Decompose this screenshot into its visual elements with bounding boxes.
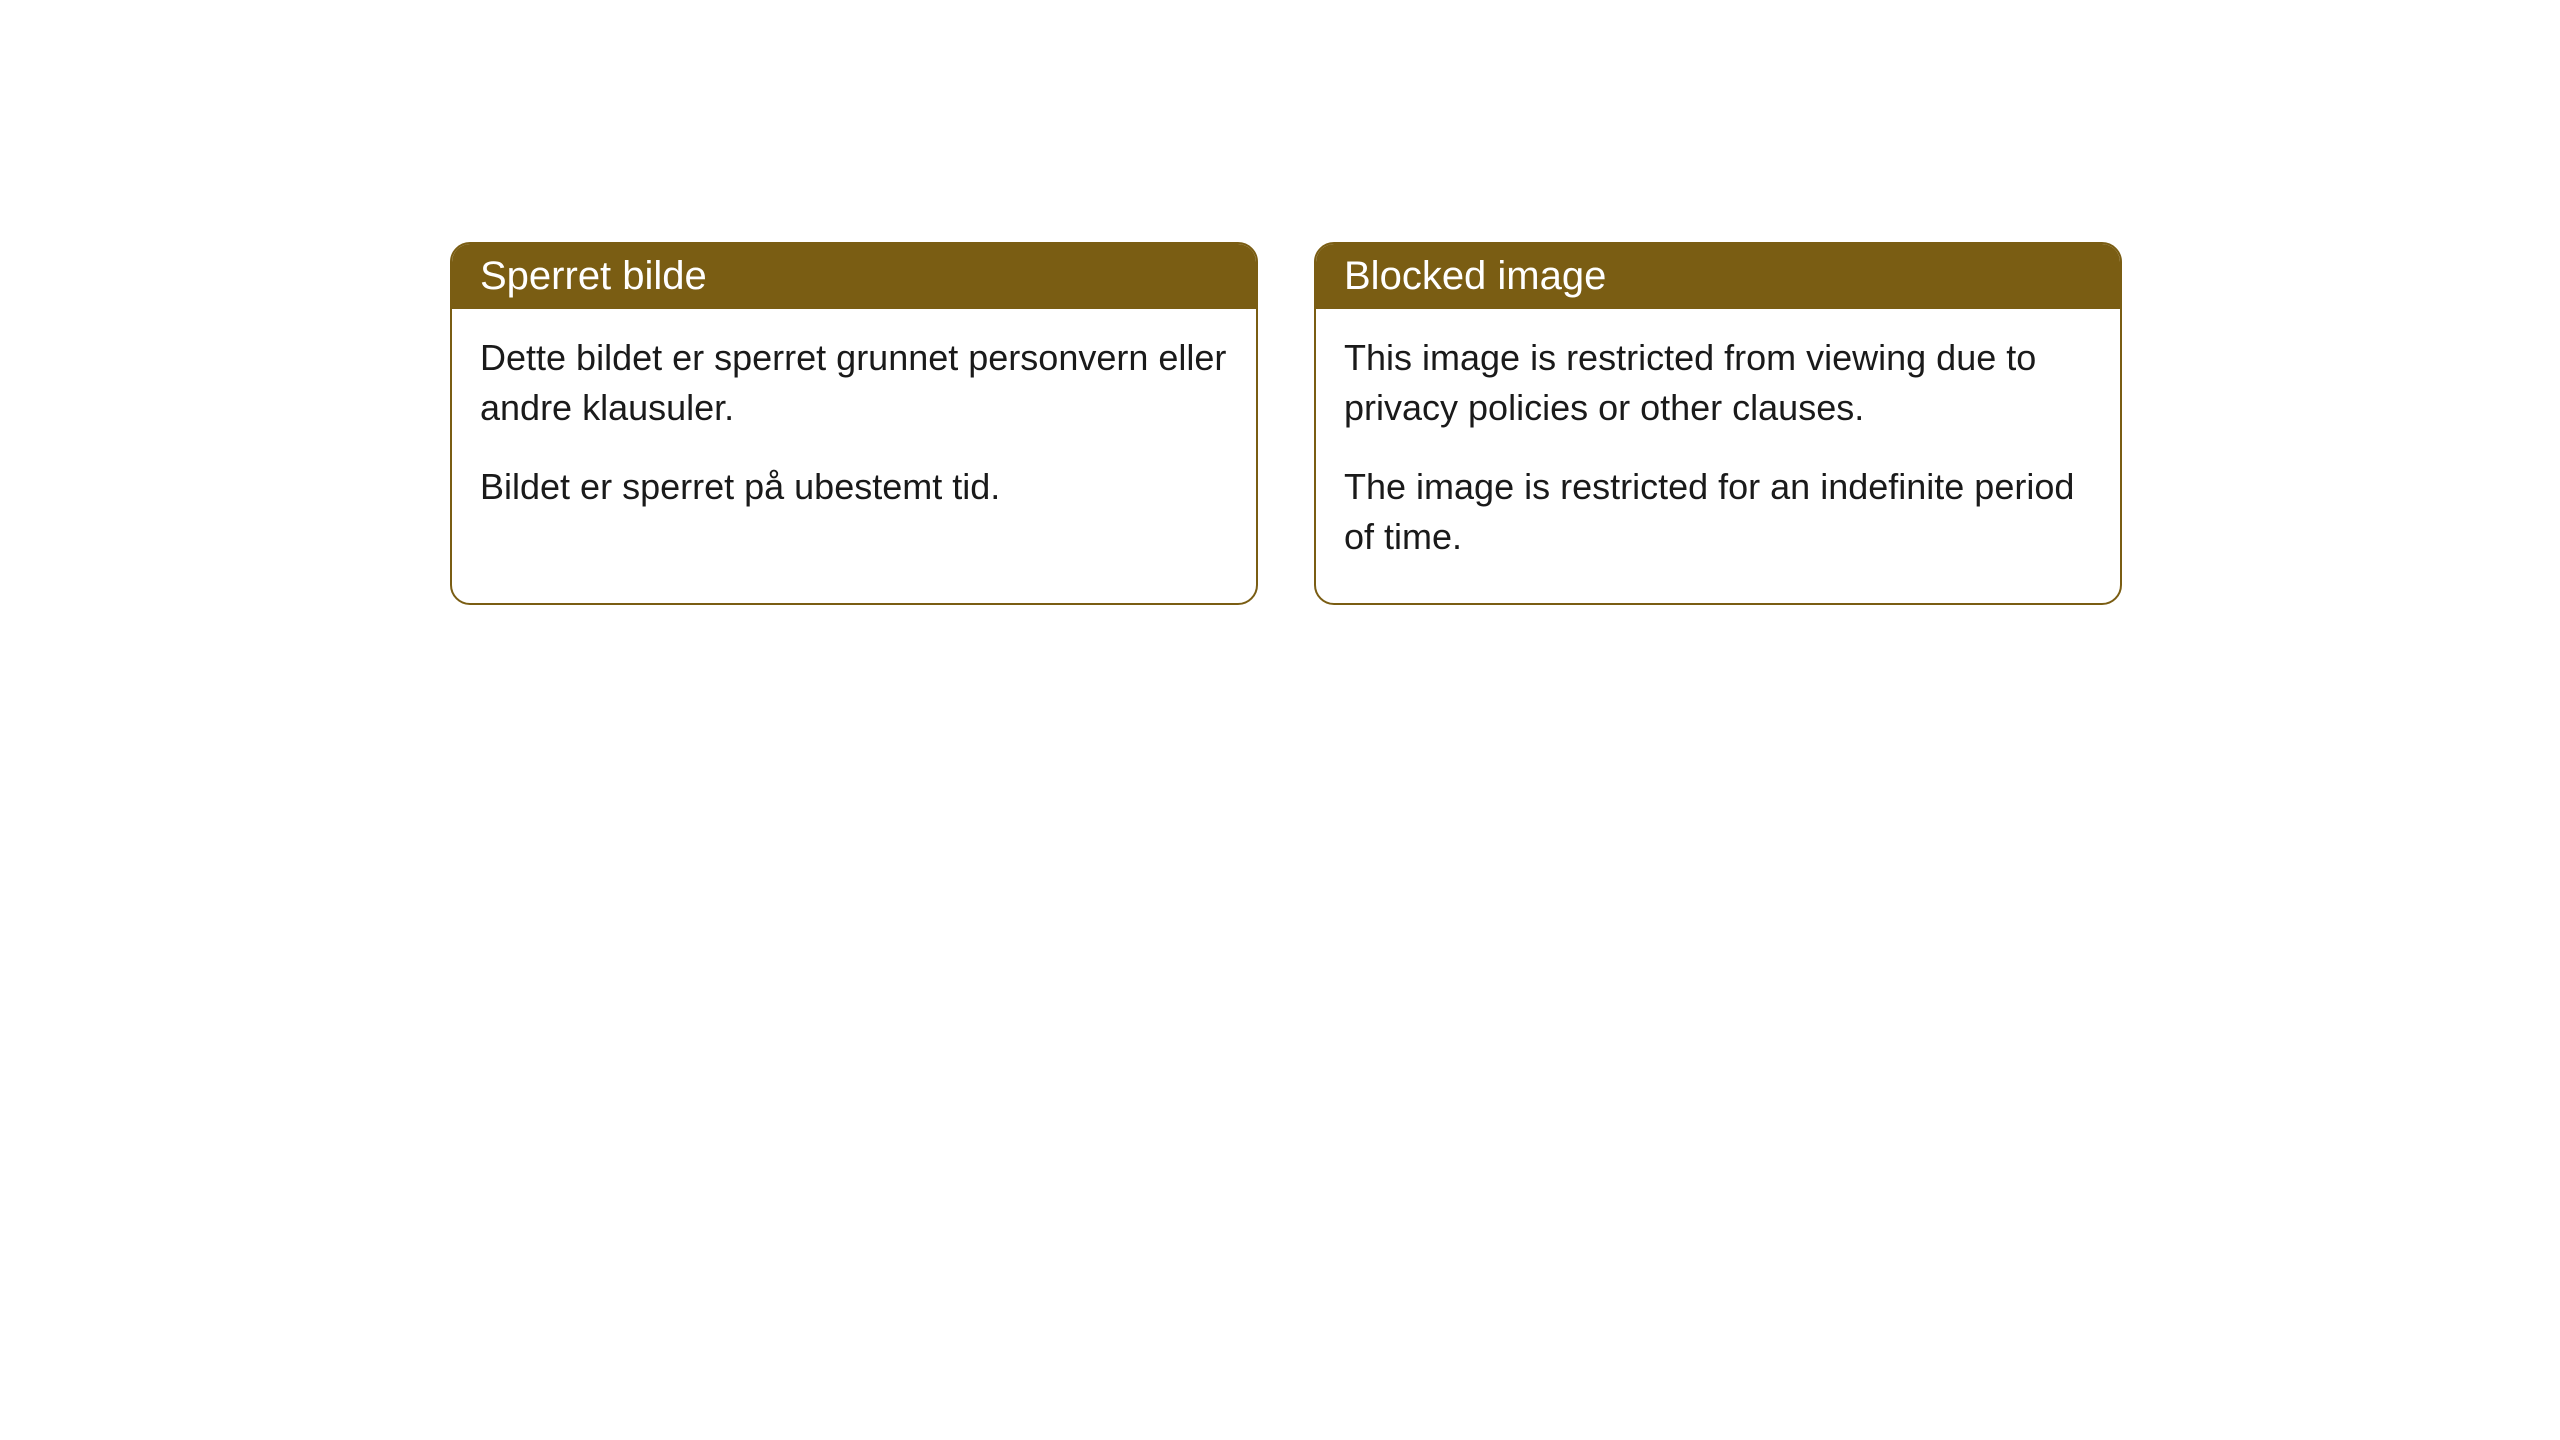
card-header: Blocked image: [1316, 244, 2120, 309]
blocked-image-card-no: Sperret bilde Dette bildet er sperret gr…: [450, 242, 1258, 605]
cards-container: Sperret bilde Dette bildet er sperret gr…: [450, 242, 2122, 605]
card-paragraph: Dette bildet er sperret grunnet personve…: [480, 333, 1228, 434]
card-body: Dette bildet er sperret grunnet personve…: [452, 309, 1256, 552]
card-paragraph: This image is restricted from viewing du…: [1344, 333, 2092, 434]
card-header: Sperret bilde: [452, 244, 1256, 309]
blocked-image-card-en: Blocked image This image is restricted f…: [1314, 242, 2122, 605]
card-body: This image is restricted from viewing du…: [1316, 309, 2120, 603]
card-paragraph: Bildet er sperret på ubestemt tid.: [480, 462, 1228, 512]
card-paragraph: The image is restricted for an indefinit…: [1344, 462, 2092, 563]
card-title: Sperret bilde: [480, 254, 707, 298]
card-title: Blocked image: [1344, 254, 1606, 298]
